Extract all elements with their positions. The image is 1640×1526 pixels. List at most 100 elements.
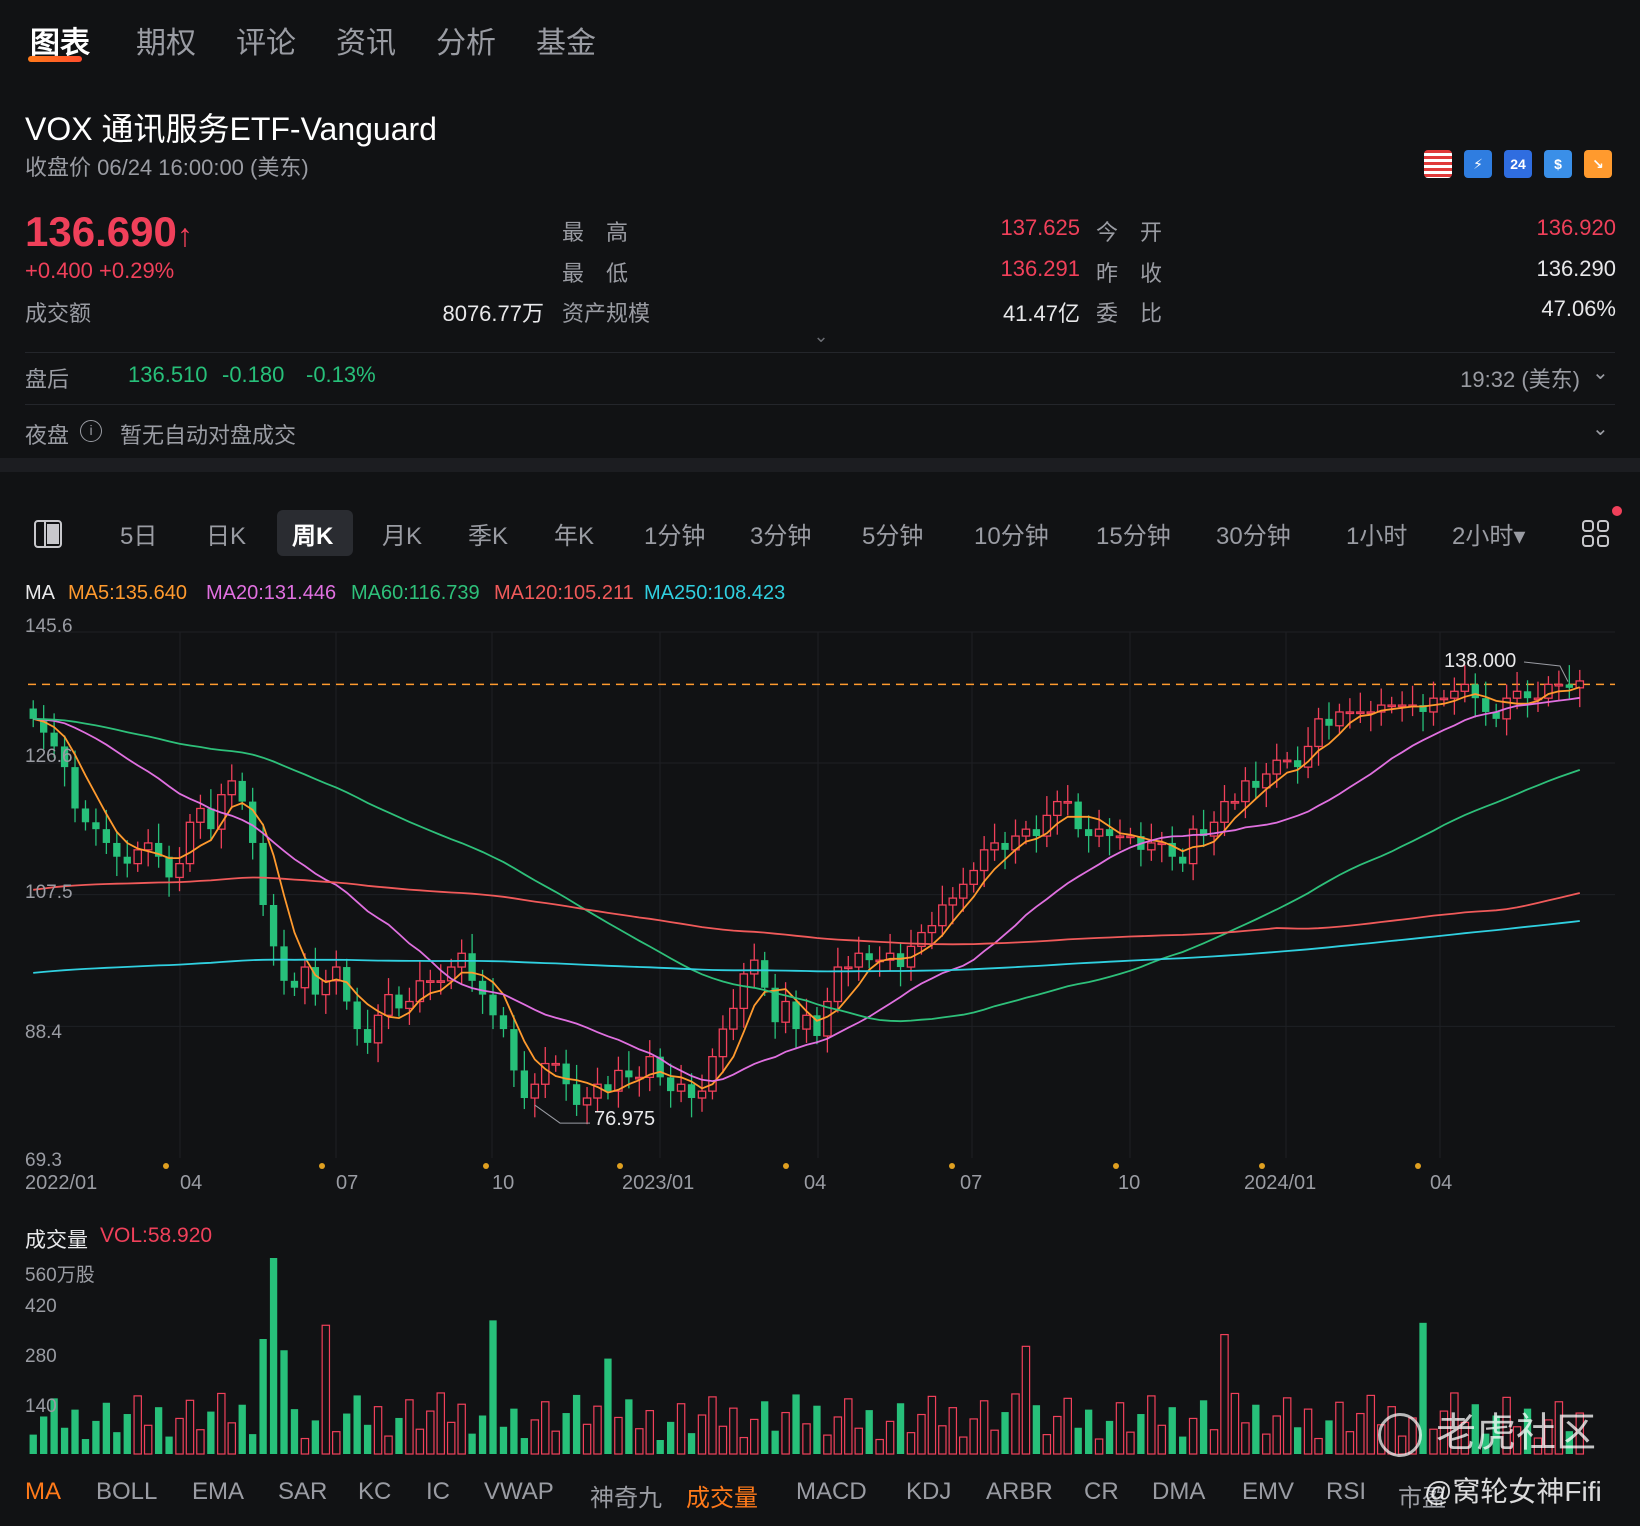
candle-body [1074, 801, 1082, 830]
candle-body [249, 801, 257, 843]
volume-bar [1356, 1412, 1365, 1455]
indicator-tab-14[interactable]: EMV [1242, 1478, 1295, 1505]
candle-body [676, 1083, 686, 1092]
candle-body [175, 862, 184, 879]
indicator-tab-8[interactable]: 成交量 [686, 1485, 758, 1512]
volume-bar [1325, 1420, 1333, 1454]
night-chevron-icon[interactable]: ⌄ [1592, 418, 1609, 440]
candle-body [781, 1000, 790, 1023]
volume-bar [165, 1436, 173, 1454]
grid-menu-icon[interactable] [1582, 520, 1610, 548]
after-hours-chevron-icon[interactable]: ⌄ [1592, 362, 1609, 384]
indicator-tab-5[interactable]: IC [426, 1478, 450, 1505]
ma60-line [33, 718, 1581, 1023]
volume-label: 成交量 [25, 1229, 88, 1252]
candle-body [50, 732, 58, 747]
indicator-tab-2[interactable]: EMA [192, 1478, 245, 1505]
volume-bar [1544, 1419, 1553, 1455]
us-flag-icon[interactable] [1424, 150, 1452, 178]
candle-body [969, 869, 979, 885]
volume-bar [1011, 1393, 1020, 1455]
expand-chevron-icon[interactable]: ⌄ [813, 326, 829, 346]
volume-bar [1126, 1431, 1135, 1455]
indicator-tab-11[interactable]: ARBR [986, 1478, 1053, 1505]
period-tab-4[interactable]: 季K [468, 523, 509, 550]
indicator-tab-4[interactable]: KC [358, 1478, 392, 1505]
indicator-tab-1[interactable]: BOLL [96, 1478, 158, 1505]
candle-body [666, 1077, 675, 1092]
period-tab-2[interactable]: 周K [292, 523, 334, 550]
x-tick-label: 04 [1430, 1172, 1453, 1194]
info-icon[interactable]: i [80, 420, 102, 442]
volume-bar [1209, 1429, 1219, 1455]
period-tab-5[interactable]: 年K [554, 523, 595, 550]
indicator-tab-0[interactable]: MA [25, 1478, 61, 1505]
candle-body [865, 953, 873, 961]
volume-bar [1419, 1322, 1427, 1454]
period-tab-12[interactable]: 1小时 [1346, 523, 1408, 550]
indicator-tab-6[interactable]: VWAP [484, 1478, 554, 1505]
indicator-tab-13[interactable]: DMA [1152, 1478, 1206, 1505]
top-tab-5[interactable]: 基金 [536, 27, 596, 60]
lightning-icon[interactable]: ⚡ [1464, 150, 1492, 178]
candle-body [749, 959, 759, 975]
ma20-line [33, 696, 1580, 1083]
volume-bar [1053, 1415, 1062, 1455]
top-tab-2[interactable]: 评论 [236, 27, 296, 60]
volume-bar [1272, 1415, 1281, 1455]
after-hours-label: 盘后 [25, 367, 70, 392]
volume-bar [917, 1413, 926, 1455]
vol-tick-label: 420 [25, 1296, 57, 1317]
volume-bar [802, 1423, 811, 1455]
candle-body [1482, 698, 1490, 712]
candlestick-chart[interactable] [0, 600, 1640, 1180]
volume-bar [697, 1414, 707, 1455]
period-tab-9[interactable]: 10分钟 [974, 523, 1049, 550]
indicator-tab-10[interactable]: KDJ [906, 1478, 952, 1505]
aum-value: 41.47亿 [1002, 301, 1080, 326]
period-tab-1[interactable]: 日K [206, 523, 247, 550]
candle-body [1544, 683, 1553, 699]
period-tab-11[interactable]: 30分钟 [1216, 523, 1291, 550]
volume-bar [1314, 1437, 1323, 1455]
low-label: 最 低 [562, 261, 629, 286]
volume-bar [217, 1392, 226, 1455]
layout-toggle-icon[interactable] [34, 520, 62, 548]
volume-bar [1252, 1404, 1260, 1454]
candle-body [1450, 690, 1459, 699]
period-tab-6[interactable]: 1分钟 [644, 523, 706, 550]
indicator-tab-3[interactable]: SAR [278, 1478, 328, 1505]
indicator-tab-12[interactable]: CR [1084, 1478, 1119, 1505]
indicator-tab-15[interactable]: RSI [1326, 1478, 1367, 1505]
candle-body [979, 849, 989, 872]
period-tab-10[interactable]: 15分钟 [1096, 523, 1171, 550]
period-tab-0[interactable]: 5日 [120, 523, 158, 550]
indicator-tab-7[interactable]: 神奇九 [590, 1485, 662, 1512]
indicator-tab-9[interactable]: MACD [796, 1478, 867, 1505]
dollar-icon[interactable]: $ [1544, 150, 1572, 178]
trend-icon[interactable]: ↘ [1584, 150, 1612, 178]
prev-close-label: 昨 收 [1096, 261, 1163, 286]
candle-body [1147, 842, 1156, 851]
24h-icon[interactable]: 24 [1504, 150, 1532, 178]
y-tick-label: 107.5 [25, 882, 73, 903]
divider [25, 404, 1615, 405]
period-tab-7[interactable]: 3分钟 [750, 523, 812, 550]
period-tab-3[interactable]: 月K [382, 523, 423, 550]
top-tab-0[interactable]: 图表 [30, 27, 90, 60]
volume-bar [353, 1395, 361, 1454]
period-tab-13[interactable]: 2小时▾ [1452, 523, 1526, 550]
volume-value: VOL:58.920 [100, 1224, 213, 1247]
top-tab-3[interactable]: 资讯 [336, 27, 396, 60]
indicator-tab-16[interactable]: 市盈 [1398, 1485, 1446, 1512]
period-tab-8[interactable]: 5分钟 [862, 523, 924, 550]
candle-body [331, 966, 341, 982]
candle-body [1387, 704, 1396, 708]
top-tab-4[interactable]: 分析 [436, 27, 496, 60]
low-value: 136.291 [1000, 256, 1080, 281]
top-tab-1[interactable]: 期权 [136, 27, 196, 60]
volume-bar [384, 1435, 393, 1455]
x-tick-label: 2023/01 [622, 1172, 695, 1194]
volume-chart[interactable] [0, 1250, 1640, 1458]
volume-bar [1554, 1401, 1564, 1455]
